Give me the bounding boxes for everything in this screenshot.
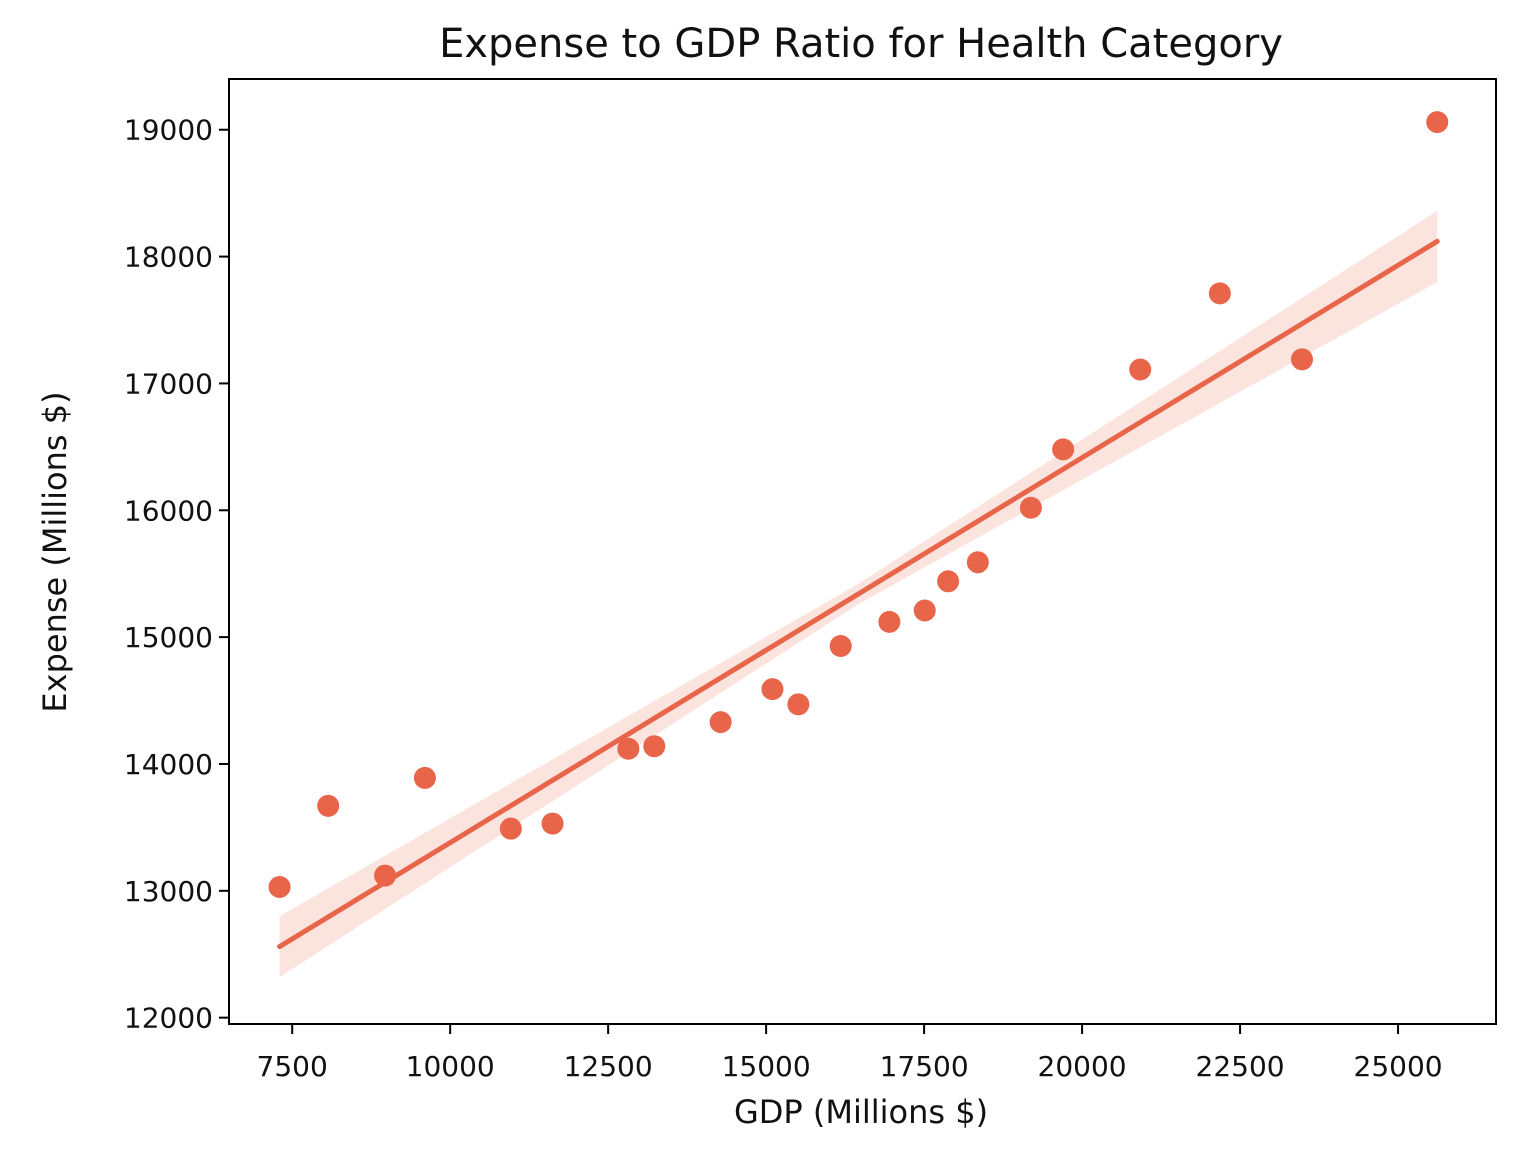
data-point bbox=[937, 570, 960, 593]
data-point bbox=[1291, 348, 1314, 371]
data-point bbox=[499, 817, 522, 840]
data-point bbox=[541, 812, 564, 835]
x-tick-label: 15000 bbox=[722, 1050, 811, 1083]
x-tick-label: 20000 bbox=[1038, 1050, 1127, 1083]
data-point bbox=[1019, 496, 1042, 519]
regression-line-path bbox=[277, 238, 1440, 950]
y-tick-label: 14000 bbox=[124, 748, 213, 781]
y-tick-label: 16000 bbox=[124, 494, 213, 527]
y-axis-ticks: 12000 13000 14000 15000 16000 17000 18000 19000 bbox=[124, 114, 229, 1035]
x-tick-label: 7500 bbox=[257, 1050, 328, 1083]
data-point bbox=[374, 864, 397, 887]
x-tick-label: 22500 bbox=[1196, 1050, 1285, 1083]
data-point bbox=[1052, 438, 1075, 461]
data-point bbox=[761, 678, 784, 701]
x-axis-label: GDP (Millions $) bbox=[734, 1093, 988, 1131]
data-point bbox=[643, 735, 666, 758]
plot-frame bbox=[228, 78, 1497, 1025]
y-tick-label: 15000 bbox=[124, 621, 213, 654]
data-point bbox=[1208, 282, 1231, 305]
scatter-points bbox=[268, 111, 1449, 899]
data-point bbox=[268, 876, 291, 899]
y-tick-label: 19000 bbox=[124, 114, 213, 147]
data-point bbox=[878, 610, 901, 633]
y-tick-label: 17000 bbox=[124, 367, 213, 400]
x-axis-ticks: 7500 10000 12500 15000 17500 20000 22500 25000 bbox=[257, 1024, 1443, 1083]
data-point bbox=[413, 766, 436, 789]
y-tick-label: 12000 bbox=[124, 1002, 213, 1035]
data-point bbox=[709, 711, 732, 734]
data-point bbox=[1129, 358, 1152, 381]
data-point bbox=[966, 551, 989, 574]
data-point bbox=[317, 794, 340, 817]
data-point bbox=[1426, 111, 1449, 134]
y-axis-label: Expense (Millions $) bbox=[36, 391, 74, 712]
y-tick-label: 13000 bbox=[124, 875, 213, 908]
y-tick-label: 18000 bbox=[124, 241, 213, 274]
regression-line bbox=[277, 238, 1440, 950]
data-point bbox=[787, 693, 810, 716]
data-point bbox=[913, 599, 936, 622]
x-tick-label: 12500 bbox=[564, 1050, 653, 1083]
x-tick-label: 10000 bbox=[406, 1050, 495, 1083]
x-tick-label: 25000 bbox=[1354, 1050, 1443, 1083]
data-point bbox=[829, 635, 852, 657]
chart-title: Expense to GDP Ratio for Health Category bbox=[439, 21, 1283, 67]
data-point bbox=[617, 737, 640, 760]
x-tick-label: 17500 bbox=[880, 1050, 969, 1083]
